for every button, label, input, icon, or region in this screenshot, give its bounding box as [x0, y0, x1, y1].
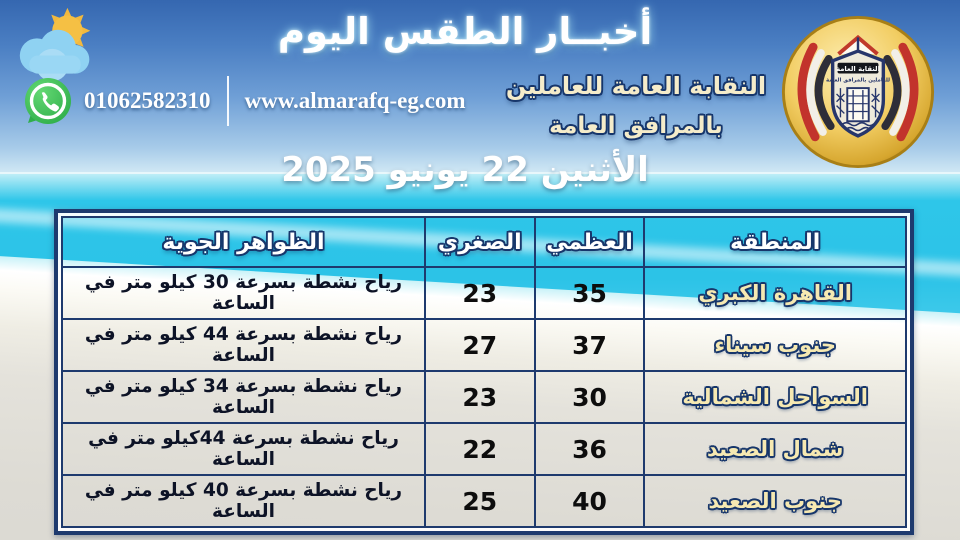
min-temp: 23 — [423, 370, 536, 424]
max-temp: 40 — [533, 474, 646, 528]
whatsapp-icon — [25, 78, 71, 124]
weather-table: المنطقة العظمي الصغري الظواهر الجوية الق… — [61, 216, 907, 528]
max-temp: 35 — [533, 266, 646, 320]
max-temp: 37 — [533, 318, 646, 372]
max-temp: 36 — [533, 422, 646, 476]
svg-text:للعاملين بالمرافق العامة: للعاملين بالمرافق العامة — [826, 77, 890, 83]
flag-ribbon-left — [797, 42, 835, 142]
date-line: الأثنين 22 يونيو 2025 — [281, 150, 649, 190]
emblem-shield: النقابة العامة للعاملين بالمرافق العامة — [826, 34, 890, 138]
table-row: القاهرة الكبري 35 23 رياح نشطة بسرعة 30 … — [61, 266, 907, 320]
contact-bar: 01062582310 www.almarafq-eg.com — [24, 74, 466, 128]
region-name: شمال الصعيد — [643, 422, 907, 476]
phenomena-text: رياح نشطة بسرعة 44 كيلو متر في الساعة — [61, 318, 426, 372]
region-name: جنوب الصعيد — [643, 474, 907, 528]
phenomena-text: رياح نشطة بسرعة 30 كيلو متر في الساعة — [61, 266, 426, 320]
region-name: القاهرة الكبري — [643, 266, 907, 320]
contact-divider — [226, 76, 229, 126]
min-temp: 25 — [423, 474, 536, 528]
phenomena-text: رياح نشطة بسرعة 40 كيلو متر في الساعة — [61, 474, 426, 528]
min-temp: 22 — [423, 422, 536, 476]
col-header-phenomena: الظواهر الجوية — [61, 216, 426, 268]
phenomena-text: رياح نشطة بسرعة 44كيلو متر في الساعة — [61, 422, 426, 476]
organization-name: النقابة العامة للعاملين بالمرافق العامة — [505, 66, 767, 146]
max-temp: 30 — [533, 370, 646, 424]
header-row: المنطقة العظمي الصغري الظواهر الجوية — [61, 216, 907, 268]
table-row: جنوب سيناء 37 27 رياح نشطة بسرعة 44 كيلو… — [61, 318, 907, 372]
svg-text:النقابة العامة: النقابة العامة — [836, 65, 880, 73]
organization-line2: بالمرافق العامة — [549, 113, 723, 139]
region-name: السواحل الشمالية — [643, 370, 907, 424]
col-header-min: الصغري — [423, 216, 536, 268]
weather-table-frame: المنطقة العظمي الصغري الظواهر الجوية الق… — [54, 209, 914, 535]
min-temp: 23 — [423, 266, 536, 320]
table-row: جنوب الصعيد 40 25 رياح نشطة بسرعة 40 كيل… — [61, 474, 907, 528]
phenomena-text: رياح نشطة بسرعة 34 كيلو متر في الساعة — [61, 370, 426, 424]
sun-behind-cloud-icon — [19, 7, 91, 82]
organization-line1: النقابة العامة للعاملين — [505, 72, 767, 100]
table-row: شمال الصعيد 36 22 رياح نشطة بسرعة 44كيلو… — [61, 422, 907, 476]
syndicate-logo: النقابة العامة للعاملين بالمرافق العامة — [781, 15, 935, 169]
col-header-region: المنطقة — [643, 216, 907, 268]
col-header-max: العظمي — [533, 216, 646, 268]
flag-ribbon-right — [881, 42, 919, 142]
region-name: جنوب سيناء — [643, 318, 907, 372]
website-url: www.almarafq-eg.com — [244, 88, 466, 113]
table-row: السواحل الشمالية 30 23 رياح نشطة بسرعة 3… — [61, 370, 907, 424]
phone-number: 01062582310 — [84, 88, 211, 113]
page-title: أخبــار الطقس اليوم — [277, 10, 653, 53]
min-temp: 27 — [423, 318, 536, 372]
